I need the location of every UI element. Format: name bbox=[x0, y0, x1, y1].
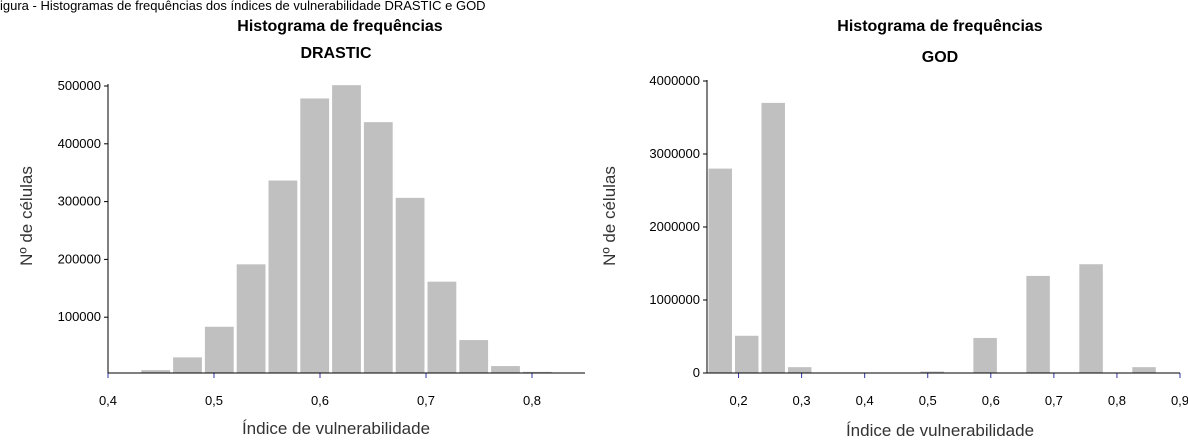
drastic-y-tick-label: 300000 bbox=[58, 194, 101, 209]
drastic-bar bbox=[141, 370, 171, 373]
drastic-bar bbox=[427, 281, 457, 373]
god-x-tick-label: 0,4 bbox=[856, 393, 874, 408]
drastic-y-tick-label: 100000 bbox=[58, 309, 101, 324]
god-bar bbox=[1026, 275, 1050, 373]
drastic-x-tick-label: 0,5 bbox=[205, 393, 223, 408]
god-y-tick-label: 2000000 bbox=[649, 219, 700, 234]
god-x-tick-label: 0,7 bbox=[1045, 393, 1063, 408]
drastic-bar bbox=[395, 197, 425, 373]
drastic-y-ticks: 100000 200000 300000 400000 500000 bbox=[58, 78, 108, 324]
drastic-x-tick-label: 0,8 bbox=[523, 393, 541, 408]
drastic-x-tick-label: 0,4 bbox=[99, 393, 117, 408]
god-bar bbox=[1132, 367, 1156, 373]
drastic-x-tick-label: 0,7 bbox=[417, 393, 435, 408]
god-chart-subtitle: GOD bbox=[922, 49, 958, 66]
god-y-ticks: 0 1000000 2000000 3000000 4000000 bbox=[649, 73, 707, 380]
god-histogram: Histograma de frequências GOD 0 1000000 20… bbox=[600, 18, 1188, 440]
drastic-chart-title: Histograma de frequências bbox=[237, 18, 443, 35]
drastic-chart-subtitle: DRASTIC bbox=[300, 45, 372, 62]
drastic-bar bbox=[173, 357, 202, 373]
god-bar bbox=[761, 102, 785, 374]
drastic-histogram: Histograma de frequências DRASTIC 100000… bbox=[17, 18, 585, 438]
god-x-tick-label: 0,3 bbox=[793, 393, 811, 408]
drastic-bar bbox=[363, 122, 393, 373]
drastic-y-tick-label: 400000 bbox=[58, 136, 101, 151]
drastic-y-axis-label: Nº de células bbox=[17, 166, 36, 266]
drastic-bar bbox=[459, 340, 489, 373]
god-bars bbox=[708, 102, 1156, 374]
drastic-bar bbox=[268, 180, 298, 373]
figure-header-text: igura - Histogramas de frequências dos í… bbox=[0, 0, 486, 13]
drastic-bar bbox=[204, 326, 234, 373]
drastic-bar bbox=[236, 264, 266, 373]
god-bar bbox=[787, 367, 812, 373]
drastic-x-axis-label: Índice de vulnerabilidade bbox=[242, 419, 430, 438]
drastic-bar bbox=[491, 366, 520, 373]
god-bar bbox=[734, 335, 759, 373]
drastic-x-tick-label: 0,6 bbox=[311, 393, 329, 408]
god-bar bbox=[973, 337, 997, 373]
god-x-tick-label: 0,2 bbox=[729, 393, 747, 408]
god-x-tick-label: 0,9 bbox=[1171, 393, 1188, 408]
drastic-bar bbox=[522, 371, 552, 373]
god-bar bbox=[920, 371, 944, 373]
drastic-bars bbox=[141, 85, 552, 373]
god-bar bbox=[708, 168, 732, 373]
drastic-y-tick-label: 200000 bbox=[58, 251, 101, 266]
god-bar bbox=[1079, 264, 1103, 373]
god-y-tick-label: 0 bbox=[693, 365, 700, 380]
god-y-axis-label: Nº de células bbox=[600, 166, 619, 266]
god-chart-title: Histograma de frequências bbox=[837, 18, 1043, 35]
god-x-tick-label: 0,6 bbox=[982, 393, 1000, 408]
god-y-tick-label: 1000000 bbox=[649, 292, 700, 307]
drastic-y-tick-label: 500000 bbox=[58, 78, 101, 93]
god-y-tick-label: 3000000 bbox=[649, 146, 700, 161]
drastic-bar bbox=[332, 85, 361, 373]
god-x-ticks: 0,2 0,3 0,4 0,5 0,6 0,7 0,8 0,9 bbox=[729, 373, 1188, 408]
god-x-axis-label: Índice de vulnerabilidade bbox=[846, 421, 1034, 440]
drastic-bar bbox=[300, 98, 330, 373]
god-x-tick-label: 0,8 bbox=[1108, 393, 1126, 408]
drastic-x-ticks: 0,4 0,5 0,6 0,7 0,8 bbox=[99, 373, 541, 408]
god-x-tick-label: 0,5 bbox=[919, 393, 937, 408]
god-y-tick-label: 4000000 bbox=[649, 73, 700, 88]
